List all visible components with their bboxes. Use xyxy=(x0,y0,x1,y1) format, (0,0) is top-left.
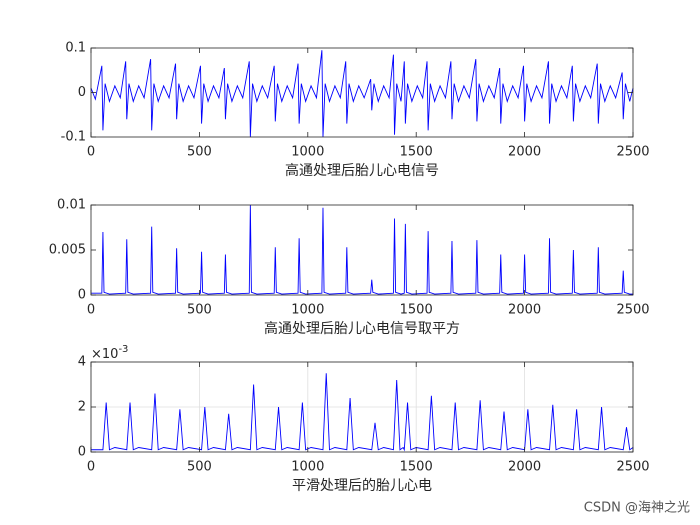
y-tick-label: 0.01 xyxy=(57,198,86,213)
signal-line xyxy=(91,373,634,452)
y-exponent: ×10-3 xyxy=(91,344,128,362)
y-tick-label: 0.005 xyxy=(49,243,86,258)
x-tick-label: 1000 xyxy=(291,460,324,475)
y-tick-label: 2 xyxy=(78,400,86,415)
x-tick-label: 2000 xyxy=(508,460,541,475)
y-tick-label: 0 xyxy=(78,288,86,303)
x-tick-label: 1500 xyxy=(400,145,433,160)
x-tick-label: 500 xyxy=(187,460,212,475)
x-tick-label: 0 xyxy=(87,460,95,475)
y-tick-label: -0.1 xyxy=(61,130,86,145)
x-tick-label: 0 xyxy=(87,303,95,318)
x-tick-label: 0 xyxy=(87,145,95,160)
y-exponent-base: ×10 xyxy=(91,347,118,362)
y-tick-label: 4 xyxy=(78,355,86,370)
y-tick-label: 0 xyxy=(78,85,86,100)
x-tick-label: 2000 xyxy=(508,303,541,318)
x-axis-label: 平滑处理后的胎儿心电 xyxy=(292,477,432,494)
x-tick-label: 2500 xyxy=(616,145,649,160)
y-tick-label: 0 xyxy=(78,445,86,460)
x-tick-label: 2000 xyxy=(508,145,541,160)
y-tick-label: 0.1 xyxy=(65,41,86,56)
signal-line xyxy=(91,204,633,295)
signal-line xyxy=(90,50,634,138)
y-exponent-power: -3 xyxy=(118,344,128,355)
x-axis-label: 高通处理后胎儿心电信号取平方 xyxy=(264,320,460,337)
x-tick-label: 500 xyxy=(187,303,212,318)
x-tick-label: 500 xyxy=(187,145,212,160)
x-tick-label: 1500 xyxy=(400,303,433,318)
x-tick-label: 2500 xyxy=(616,303,649,318)
x-axis-label: 高通处理后胎儿心电信号 xyxy=(285,162,439,179)
x-tick-label: 1000 xyxy=(291,303,324,318)
x-tick-label: 1500 xyxy=(400,460,433,475)
watermark: CSDN @海神之光 xyxy=(584,501,690,516)
x-tick-label: 2500 xyxy=(616,460,649,475)
x-tick-label: 1000 xyxy=(291,145,324,160)
axes-background xyxy=(91,205,633,295)
